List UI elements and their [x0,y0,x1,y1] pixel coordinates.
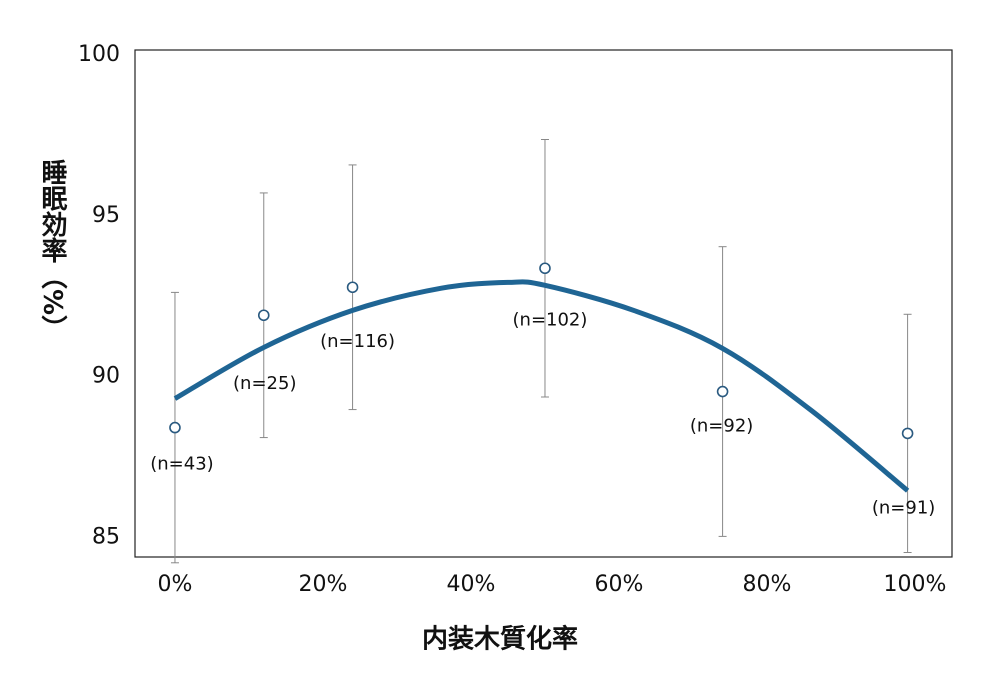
data-point [716,385,729,398]
data-point [539,262,551,275]
y-tick-label: 85 [92,525,120,550]
x-tick-label: 40% [447,572,496,597]
x-tick-label: 60% [595,572,644,597]
data-point [346,281,359,294]
x-axis-title: 内装木質化率 [422,624,578,655]
x-tick-label: 100% [884,572,947,597]
y-tick-label: 95 [92,203,120,228]
fit-curve [173,279,910,493]
y-tick-label: 90 [92,364,120,389]
point-label: (n=43) [150,454,213,475]
x-tick-label: 20% [299,572,348,597]
point-label: (n=102) [513,309,588,330]
data-point [901,427,914,440]
point-label: (n=92) [690,416,753,437]
y-tick-label: 100 [78,42,120,67]
point-label: (n=116) [320,331,395,352]
y-axis-title: 睡眠効率（%） [37,159,67,341]
point-label: (n=91) [872,497,935,518]
point-label: (n=25) [233,373,296,394]
x-tick-label: 80% [743,572,792,597]
data-point [169,421,181,434]
plot-frame [134,49,953,558]
x-tick-label: 0% [158,572,193,597]
data-point [257,309,270,322]
